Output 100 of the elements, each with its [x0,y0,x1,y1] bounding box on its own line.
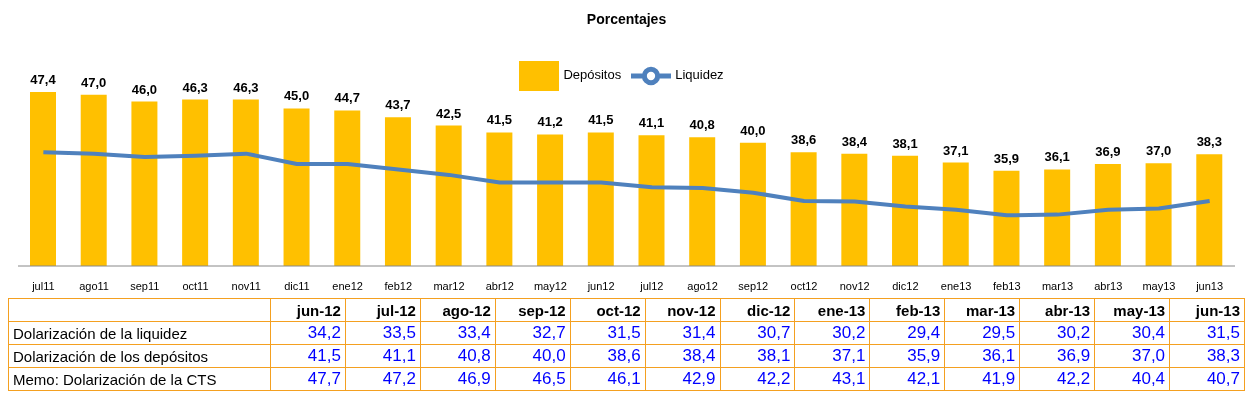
data-label: 38,3 [1169,344,1245,368]
data-label: 46,5 [495,367,571,391]
category-label: jul-12 [345,298,421,322]
data-label: 36,9 [1019,344,1095,368]
data-label: 40,0 [740,122,766,138]
data-label: 32,7 [495,321,571,345]
x-tick-label: mar13 [1041,279,1074,292]
data-label: 38,1 [892,135,918,151]
category-label: jun-12 [270,298,346,322]
data-label: 41,9 [944,367,1020,391]
data-label: 47,4 [30,72,57,87]
data-label: 44,7 [334,90,360,106]
data-label: 40,8 [420,344,496,368]
data-label: 41,1 [638,115,665,131]
data-label: 37,1 [943,142,969,158]
data-label: 37,0 [1094,344,1170,368]
category-label: ene-13 [794,298,870,322]
data-label: 33,5 [345,321,421,345]
data-label: 46,3 [182,79,208,95]
data-label: 38,6 [570,344,646,368]
x-tick-label: feb13 [993,279,1021,292]
category-label: ago-12 [420,298,496,322]
x-tick-label: mar12 [433,279,465,292]
data-label: 33,4 [420,321,496,345]
category-label: dic-12 [720,298,795,322]
data-label: 37,1 [794,344,870,368]
text: Memo: Dolarización de la CTS [8,367,271,391]
data-label: 38,1 [720,344,795,368]
data-label: 29,5 [944,321,1020,345]
x-tick-label: ene13 [940,279,972,292]
x-tick-label: jul12 [639,279,664,292]
data-label: 35,9 [869,344,945,368]
x-tick-label: jun12 [586,279,615,292]
category-label: sep-12 [495,298,571,322]
x-tick-label: ago11 [79,279,109,292]
x-tick-label: may12 [533,279,567,292]
data-label: 38,6 [790,132,817,148]
data-label: 42,1 [869,367,945,391]
text: Dolarización de la liquidez [8,321,271,345]
data-label: 40,7 [1169,367,1245,391]
x-tick-label: nov12 [839,279,870,292]
data-label: 30,4 [1094,321,1170,345]
data-label: 41,5 [270,344,346,368]
data-label: 43,7 [385,97,411,113]
data-label: 42,2 [720,367,795,391]
data-label: 36,1 [1044,149,1070,165]
x-tick-label: dic12 [892,279,919,292]
data-label: 42,5 [436,105,462,121]
category-label: may-13 [1094,298,1170,322]
data-label: 31,5 [1169,321,1245,345]
data-label: 30,7 [720,321,795,345]
data-label: 30,2 [794,321,870,345]
x-tick-label: sep11 [130,279,160,292]
x-tick-label: oct11 [182,279,209,292]
data-label: 31,5 [570,321,646,345]
data-label: 43,1 [794,367,870,391]
x-tick-label: dic11 [284,279,310,292]
data-label: 46,9 [420,367,496,391]
data-label: 45,0 [283,88,310,104]
data-label: 47,7 [270,367,346,391]
data-label: 36,1 [944,344,1020,368]
category-label: mar-13 [944,298,1020,322]
data-label: 42,2 [1019,367,1095,391]
data-label: 36,9 [1095,143,1121,159]
data-label: 42,9 [645,367,721,391]
data-label: 31,4 [645,321,721,345]
x-tick-label: may13 [1142,279,1176,292]
data-label: 30,2 [1019,321,1095,345]
data-label: 41,5 [486,112,513,128]
legend-label: Liquidez [675,67,724,83]
x-tick-label: ago12 [687,279,718,292]
data-label: 29,4 [869,321,945,345]
x-tick-label: ene12 [332,279,363,292]
data-label: 37,0 [1145,143,1172,159]
category-label: oct-12 [570,298,646,322]
data-label: 46,0 [131,81,158,97]
data-label: 38,3 [1196,134,1222,150]
category-label: nov-12 [645,298,721,322]
data-label: 47,0 [81,74,107,90]
x-tick-label: jul11 [31,279,55,292]
data-label: 38,4 [841,133,868,149]
data-label: 40,0 [495,344,571,368]
x-tick-label: abr13 [1094,279,1123,292]
x-tick-label: sep12 [738,279,769,292]
x-tick-label: abr12 [485,279,514,292]
data-label: 35,9 [993,150,1020,166]
category-label: jun-13 [1169,298,1245,322]
data-label: 40,4 [1094,367,1170,391]
x-tick-label: nov11 [231,279,261,292]
x-tick-label: feb12 [384,279,413,292]
x-tick-label: oct12 [790,279,818,292]
data-label: 41,1 [345,344,421,368]
data-label: 40,8 [689,117,715,133]
data-label: 46,1 [570,367,646,391]
category-label: feb-13 [869,298,945,322]
data-label: 46,3 [233,79,259,95]
data-label: 38,4 [645,344,721,368]
text: Dolarización de los depósitos [8,344,271,368]
x-tick-label: jun13 [1195,279,1224,292]
data-label: 41,5 [588,112,614,128]
